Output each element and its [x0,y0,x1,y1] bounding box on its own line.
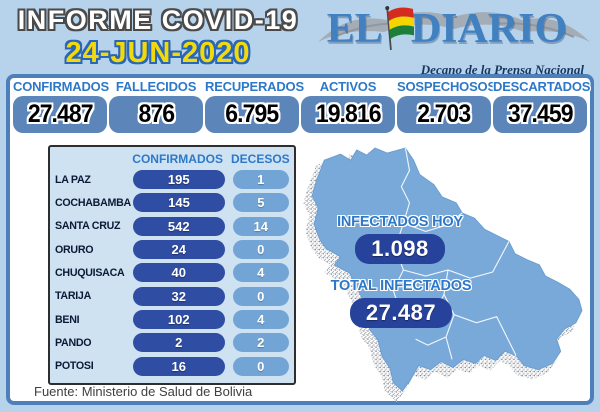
stat-value: 6.795 [225,100,280,128]
stat-value-box: 876 [109,96,203,133]
department-name: SANTA CRUZ [55,220,121,233]
decesos-pill: 4 [232,310,289,330]
title-block: INFORME COVID-19 24-JUN-2020 [10,5,306,70]
infected-today-callout: INFECTADOS HOY 1.098 [326,214,474,264]
table-row: SANTA CRUZ 542 14 [55,216,289,236]
table-row: BENI 102 4 [55,310,289,330]
stat-value: 2.703 [417,100,472,128]
stat-value: 37.459 [507,100,574,128]
stat-item: SOSPECHOSOS 2.703 [397,79,496,133]
table-body: LA PAZ 195 1 COCHABAMBA 145 5 SANTA CRUZ… [55,168,289,378]
logo-el: EL [326,6,383,52]
total-infected-label: TOTAL INFECTADOS [330,278,472,294]
stat-value-box: 19.816 [301,96,395,133]
decesos-pill: 0 [232,356,289,376]
stat-value-box: 6.795 [205,96,299,133]
decesos-pill: 4 [232,263,289,283]
department-name: COCHABAMBA [55,196,131,209]
table-row: ORURO 24 0 [55,240,289,260]
stat-value: 876 [138,100,175,128]
stat-value: 19.816 [315,100,382,128]
confirmados-pill: 2 [132,333,225,353]
logo-diario: DIARIO [410,6,568,52]
stat-item: DESCARTADOS 37.459 [493,79,591,133]
bolivia-flag-icon [382,5,416,61]
table-row: CHUQUISACA 40 4 [55,263,289,283]
infected-today-label: INFECTADOS HOY [337,214,463,230]
confirmados-pill: 24 [132,240,225,260]
summary-stats-row: CONFIRMADOS 27.487 FALLECIDOS 876 RECUPE… [13,79,591,133]
table-row: COCHABAMBA 145 5 [55,193,289,213]
column-decesos: DECESOS [231,152,290,166]
stat-label: ACTIVOS [319,79,377,94]
map-country-fill [311,147,583,392]
department-name: ORURO [55,243,94,256]
decesos-pill: 0 [232,240,289,260]
header: INFORME COVID-19 24-JUN-2020 EL [0,0,600,77]
logo-tagline: Decano de la Prensa Nacional [420,62,584,77]
report-title: INFORME COVID-19 [17,5,299,35]
decesos-pill: 0 [232,286,289,306]
stat-label: SOSPECHOSOS [397,79,496,94]
stat-label: DESCARTADOS [493,79,591,94]
stat-item: FALLECIDOS 876 [109,79,203,133]
decesos-pill: 5 [232,193,289,213]
table-header-row: CONFIRMADOS DECESOS [55,150,289,168]
department-name: POTOSI [55,360,94,373]
confirmados-pill: 195 [132,170,225,190]
column-confirmados: CONFIRMADOS [132,152,223,166]
bolivia-map-shape [303,147,583,402]
stat-item: ACTIVOS 19.816 [301,79,395,133]
department-name: PANDO [55,336,92,349]
stat-item: RECUPERADOS 6.795 [205,79,304,133]
stat-value: 27.487 [27,100,94,128]
decesos-pill: 14 [232,216,289,236]
bolivia-map: INFECTADOS HOY 1.098 TOTAL INFECTADOS 27… [303,144,588,402]
stat-value-box: 37.459 [493,96,587,133]
stat-label: FALLECIDOS [115,79,197,94]
infected-today-value: 1.098 [355,234,445,264]
department-name: BENI [55,313,80,326]
stat-value-box: 2.703 [397,96,491,133]
stat-item: CONFIRMADOS 27.487 [13,79,110,133]
confirmados-pill: 16 [132,356,225,376]
decesos-pill: 1 [232,170,289,190]
department-table: CONFIRMADOS DECESOS LA PAZ 195 1 COCHABA… [48,145,296,385]
stat-label: CONFIRMADOS [13,79,110,94]
stat-label: RECUPERADOS [205,79,304,94]
confirmados-pill: 145 [133,193,225,213]
table-row: TARIJA 32 0 [55,286,289,306]
table-row: LA PAZ 195 1 [55,170,289,190]
table-row: POTOSI 16 0 [55,356,289,376]
department-name: LA PAZ [55,173,91,186]
confirmados-pill: 542 [132,216,225,236]
confirmados-pill: 40 [132,263,225,283]
confirmados-pill: 102 [132,310,225,330]
source-note: Fuente: Ministerio de Salud de Bolivia [34,384,253,399]
table-row: PANDO 2 2 [55,333,289,353]
decesos-pill: 2 [232,333,289,353]
total-infected-value: 27.487 [349,298,453,328]
newspaper-logo: EL DIARIO Decano de la Prensa Nacional [306,4,590,77]
confirmados-pill: 32 [132,286,225,306]
department-name: CHUQUISACA [55,266,125,279]
logo-text: EL DIARIO [306,5,588,61]
report-date: 24-JUN-2020 [65,37,251,69]
department-name: TARIJA [55,290,91,303]
stat-value-box: 27.487 [13,96,107,133]
total-infected-callout: TOTAL INFECTADOS 27.487 [320,278,482,328]
content-panel: CONFIRMADOS 27.487 FALLECIDOS 876 RECUPE… [6,74,594,405]
